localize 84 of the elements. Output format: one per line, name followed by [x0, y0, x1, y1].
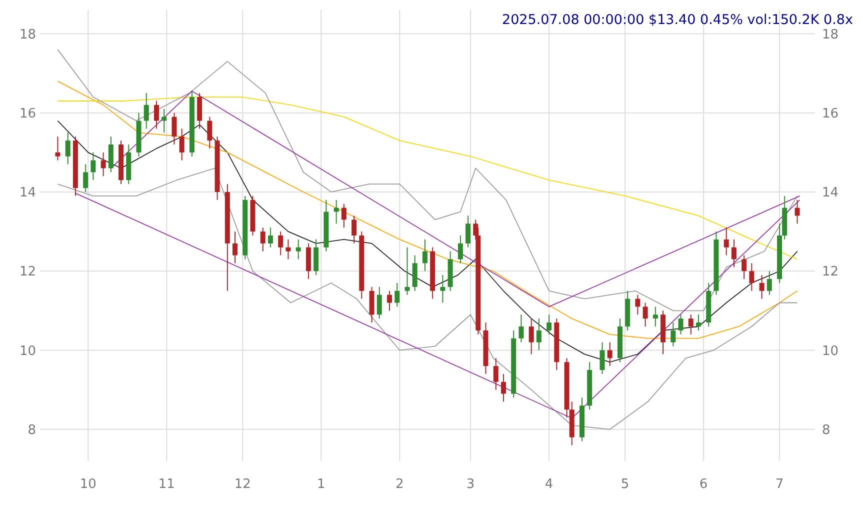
candlestick [688, 314, 694, 335]
candlestick [678, 314, 684, 335]
candlestick [334, 199, 339, 224]
candlestick [458, 235, 463, 264]
x-tick-label: 1 [316, 477, 326, 492]
line-series [57, 49, 798, 312]
line-series [57, 168, 798, 430]
candlestick [65, 132, 70, 165]
candlestick [144, 92, 149, 130]
line-series [57, 120, 798, 363]
x-tick-label: 2 [396, 477, 404, 492]
candlestick [766, 270, 772, 296]
x-tick-label: 11 [158, 477, 175, 492]
candlestick [197, 92, 202, 130]
candlestick [440, 274, 446, 304]
candlestick [341, 203, 346, 228]
y2-tick-label: 14 [822, 186, 839, 201]
y2-tick-label: 18 [822, 27, 839, 42]
candlestick [670, 322, 676, 347]
candlestick [162, 108, 167, 134]
candlestick [404, 246, 410, 296]
x-tick-label: 10 [80, 477, 96, 492]
y2-tick-label: 12 [822, 264, 839, 280]
candlestick [387, 290, 392, 312]
candlestick [286, 238, 291, 260]
candlestick [652, 306, 658, 327]
candlestick [536, 318, 542, 351]
y-tick-label: 12 [19, 264, 36, 280]
candlestick [731, 238, 736, 268]
x-tick-label: 12 [234, 477, 251, 492]
candlestick [696, 314, 701, 331]
candlestick [528, 318, 534, 355]
candlestick [412, 254, 418, 292]
candlestick [794, 199, 800, 224]
candlestick [207, 116, 212, 149]
candlestick [296, 238, 301, 260]
candlestick [466, 215, 471, 248]
candlestick [352, 215, 357, 244]
candlestick [90, 152, 96, 181]
y2-tick-label: 16 [822, 106, 839, 122]
x-tick-label: 3 [466, 477, 475, 492]
candlestick [422, 238, 428, 272]
candlestick [546, 314, 552, 335]
candlestick [376, 286, 382, 320]
y-tick-label: 10 [19, 344, 36, 359]
candlestick [642, 302, 648, 327]
candlestick [306, 242, 311, 280]
candlestick [179, 128, 184, 161]
y-tick-label: 14 [19, 186, 36, 201]
candlestick [55, 136, 60, 161]
x-tick-label: 5 [620, 477, 630, 492]
chart-title: 2025.07.08 00:00:00 $13.40 0.45% vol:150.2K 0.8x [502, 12, 854, 28]
candlestick [369, 286, 374, 324]
candlestick [742, 254, 747, 280]
candlestick [749, 262, 754, 292]
y-tick-label: 18 [19, 27, 36, 42]
candlestick [518, 314, 524, 343]
candlestick [100, 152, 106, 177]
line-series [57, 80, 798, 339]
x-tick-label: 7 [775, 477, 784, 492]
candlestick [600, 342, 605, 374]
candlestick [724, 227, 729, 256]
candlestick [268, 227, 273, 248]
candlestick [154, 100, 160, 130]
candlestick [172, 112, 177, 146]
candlestick [635, 294, 640, 316]
y2-tick-label: 8 [822, 422, 830, 438]
candlestick [232, 231, 238, 264]
candlestick [607, 342, 612, 367]
line-series [57, 96, 798, 260]
candlestick [493, 358, 498, 390]
y-tick-label: 16 [19, 106, 36, 122]
y2-tick-label: 10 [822, 344, 839, 359]
candlestick [500, 373, 506, 402]
candlestick [759, 274, 764, 300]
candlestick [108, 136, 114, 173]
y-tick-label: 8 [28, 422, 36, 438]
candlestick [278, 231, 284, 256]
candlestick [260, 227, 266, 252]
candlestick [314, 238, 319, 276]
candlestick [394, 282, 400, 308]
candlestick [83, 164, 88, 192]
x-tick-label: 6 [699, 477, 708, 492]
x-tick-label: 4 [544, 477, 554, 492]
